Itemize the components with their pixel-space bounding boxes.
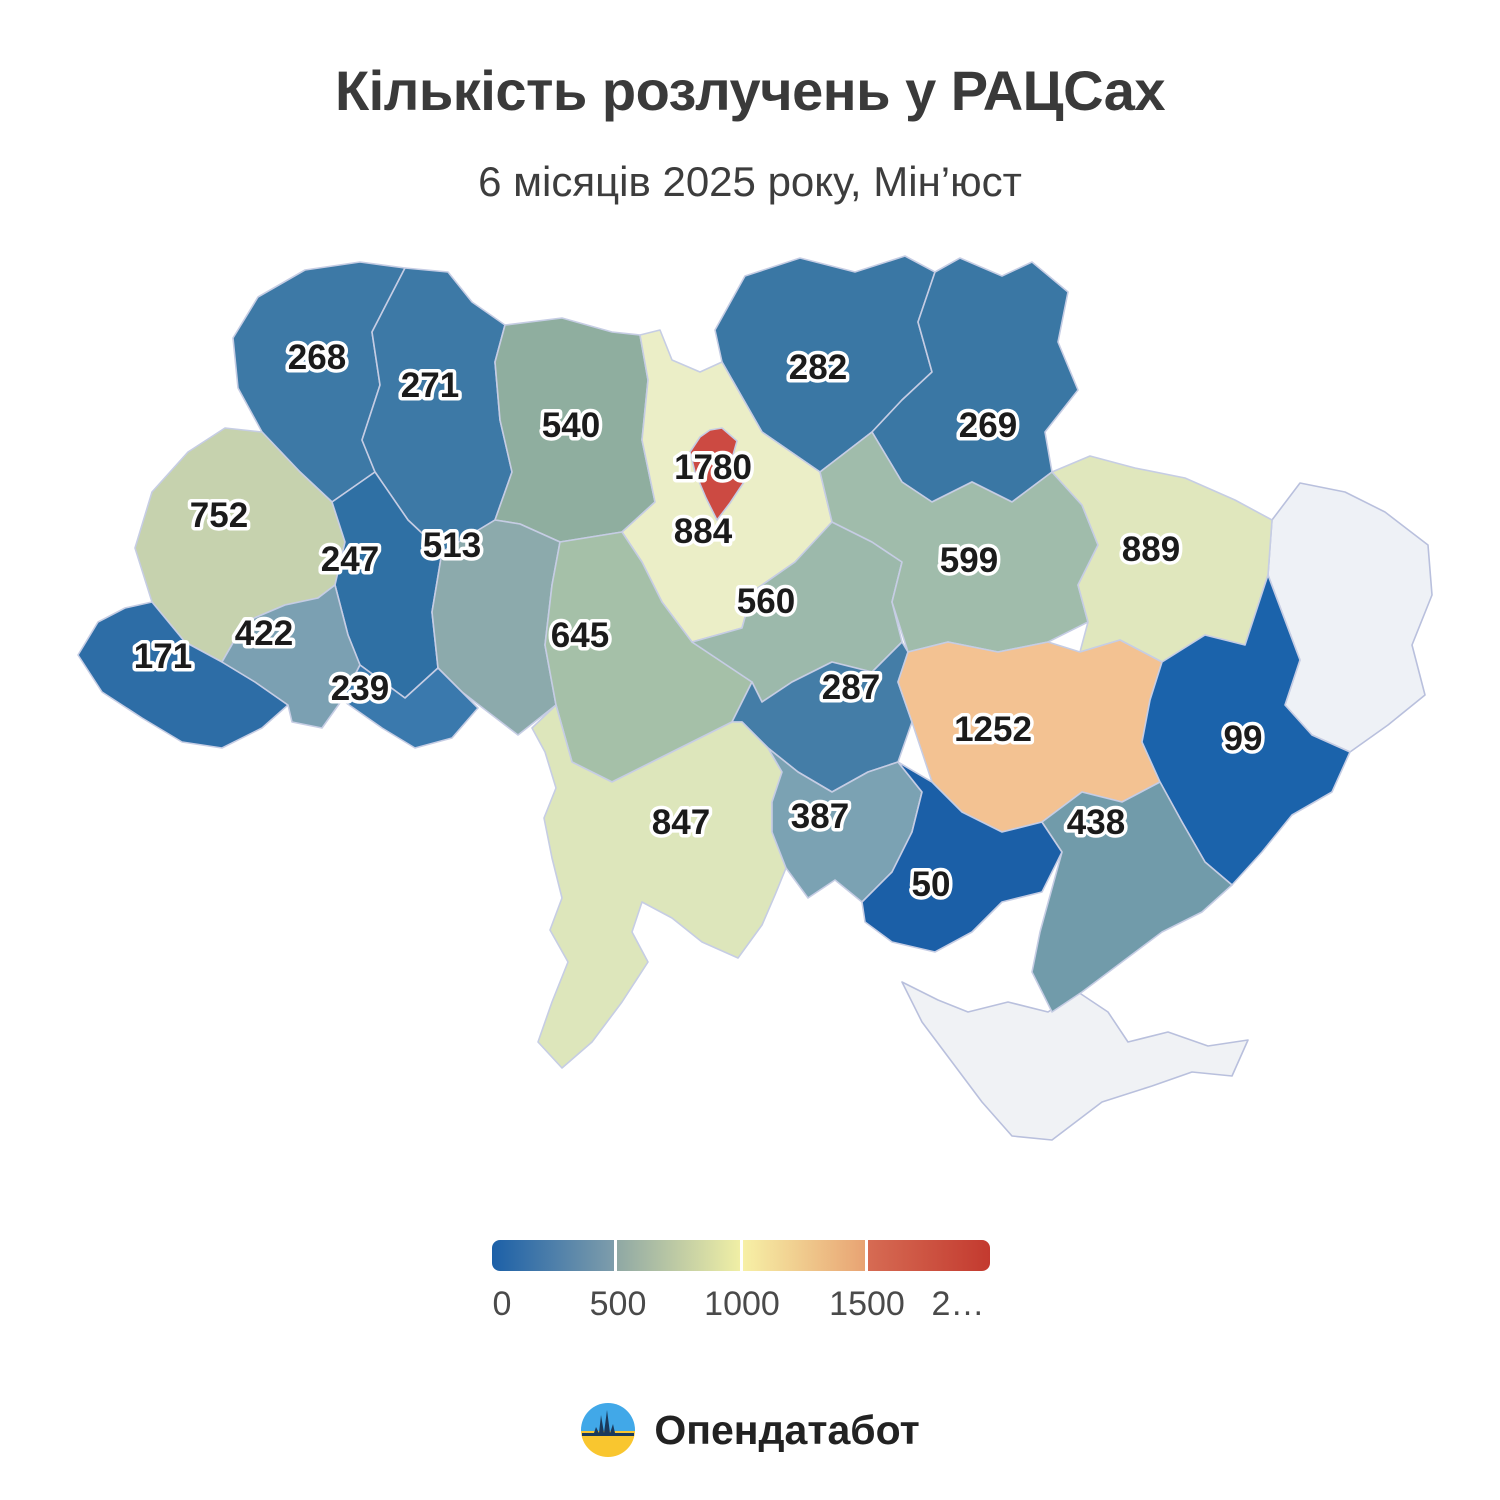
region-value-label: 438 — [1067, 803, 1125, 842]
legend-tick: 2… — [931, 1285, 985, 1323]
legend-segment — [492, 1240, 615, 1271]
region-value-label: 287 — [822, 668, 880, 707]
chart-subtitle: 6 місяців 2025 року, Мін’юст — [478, 158, 1022, 205]
region-value-label: 645 — [551, 616, 609, 655]
footer: Опендатабот — [0, 1402, 1500, 1458]
legend-tick: 0 — [492, 1285, 512, 1323]
region-odesa[interactable] — [531, 704, 787, 1069]
region-value-label: 269 — [959, 406, 1017, 445]
region-value-label: 171 — [134, 637, 192, 676]
region-value-label: 540 — [542, 406, 600, 445]
legend-segment — [742, 1240, 865, 1271]
chart-title: Кількість розлучень у РАЦСах — [335, 59, 1166, 122]
region-kyiv-city[interactable] — [689, 427, 745, 521]
logo-text: Опендатабот — [654, 1406, 920, 1453]
region-value-label: 889 — [1122, 530, 1180, 569]
region-zaporizhzhia[interactable] — [1031, 781, 1233, 1013]
region-luhansk[interactable] — [1267, 482, 1433, 753]
region-value-label: 422 — [235, 614, 293, 653]
region-value-label: 271 — [401, 366, 459, 405]
legend-tick: 1000 — [704, 1285, 780, 1323]
region-chernivtsi[interactable] — [341, 664, 479, 749]
legend-ticks: 0 500 1000 1500 2… — [492, 1285, 990, 1329]
legend-gradient-bar — [492, 1240, 990, 1271]
legend-segment — [617, 1240, 740, 1271]
region-value-label: 1252 — [954, 710, 1032, 749]
legend-tick: 1500 — [829, 1285, 905, 1323]
region-value-label: 752 — [190, 496, 248, 535]
legend-tick: 500 — [589, 1285, 647, 1323]
region-value-label: 282 — [789, 348, 847, 387]
region-value-label: 99 — [1224, 719, 1263, 758]
region-poltava[interactable] — [819, 431, 1099, 653]
legend-segment — [867, 1240, 990, 1271]
region-value-label: 560 — [737, 582, 795, 621]
region-value-label: 239 — [331, 669, 389, 708]
color-legend: 0 500 1000 1500 2… — [492, 1240, 990, 1329]
region-donetsk[interactable] — [1141, 574, 1351, 886]
region-value-label: 599 — [940, 541, 998, 580]
region-value-label: 247 — [321, 540, 379, 579]
region-value-label: 513 — [423, 526, 481, 565]
region-value-label: 50 — [912, 865, 951, 904]
region-value-label: 1780 — [674, 448, 752, 487]
region-crimea[interactable] — [901, 981, 1249, 1141]
region-value-label: 847 — [652, 803, 710, 842]
region-value-label: 884 — [674, 512, 733, 551]
opendatabot-logo-icon — [581, 1403, 636, 1457]
region-kherson[interactable] — [861, 761, 1063, 953]
region-value-label: 387 — [791, 797, 849, 836]
region-value-label: 268 — [288, 338, 346, 377]
